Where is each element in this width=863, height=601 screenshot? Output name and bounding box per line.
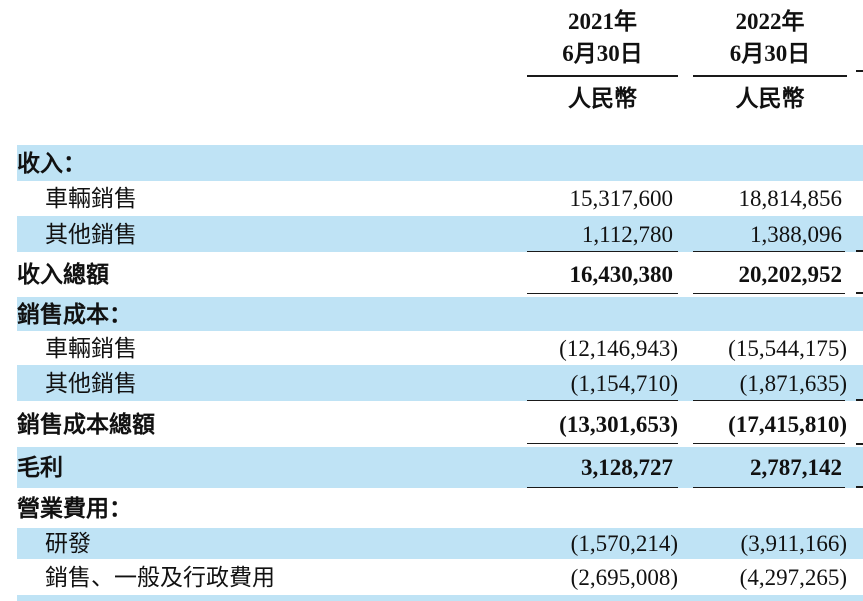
total-rule — [527, 292, 678, 294]
column-rule-sliver — [856, 70, 863, 72]
date-label-2022: 6月30日 — [729, 41, 811, 66]
column-rule-sliver — [856, 443, 863, 445]
value-2021: (1,154,710) — [570, 370, 678, 396]
year-label-2022: 2022年 — [735, 9, 805, 34]
table-row: 車輛銷售 (12,146,943) (15,544,175) — [0, 331, 863, 365]
row-label: 銷售成本： — [17, 301, 132, 327]
table-row: 其他銷售 (1,154,710) (1,871,635) — [0, 365, 863, 401]
value-2021: (2,695,008) — [570, 564, 678, 590]
column-rule-sliver — [856, 399, 863, 401]
value-2021: (12,146,943) — [559, 335, 678, 361]
row-label: 營業費用： — [17, 495, 132, 521]
value-2022: (4,297,265) — [739, 564, 847, 590]
year-label-2021: 2021年 — [568, 9, 637, 34]
total-rule — [693, 486, 845, 488]
total-rule — [527, 399, 678, 401]
value-2022: (17,415,810) — [728, 411, 847, 437]
table-row: 營業費用： — [0, 488, 863, 528]
total-rule — [693, 250, 845, 252]
row-label: 研發 — [45, 531, 91, 556]
row-label: 其他銷售 — [45, 221, 137, 247]
value-2022: (15,544,175) — [728, 335, 847, 361]
row-label: 收入： — [17, 150, 86, 176]
value-2022: (3,911,166) — [740, 531, 847, 556]
value-2021: 1,112,780 — [581, 221, 673, 247]
table-row: 收入總額 16,430,380 20,202,952 — [0, 252, 863, 297]
row-label: 銷售成本總額 — [17, 411, 155, 437]
table-row — [0, 595, 863, 601]
table-row: 其他銷售 1,112,780 1,388,096 — [0, 216, 863, 252]
total-rule — [693, 442, 845, 444]
value-2022: 20,202,952 — [738, 262, 843, 287]
table-row: 銷售成本： — [0, 297, 863, 331]
column-rule-sliver — [856, 250, 863, 252]
column-rule-sliver — [856, 486, 863, 488]
value-2021: (1,570,214) — [570, 531, 678, 556]
total-rule — [527, 486, 678, 488]
value-2021: 15,317,600 — [569, 186, 674, 211]
value-2022: 1,388,096 — [750, 221, 842, 247]
total-rule — [527, 250, 678, 252]
value-2022: 18,814,856 — [738, 186, 843, 211]
row-label: 車輛銷售 — [45, 335, 137, 361]
header-rule-2022 — [693, 75, 847, 77]
value-2021: 3,128,727 — [581, 455, 673, 480]
date-label-2021: 6月30日 — [562, 41, 643, 66]
row-label: 毛利 — [17, 455, 63, 480]
value-2021: (13,301,653) — [559, 411, 678, 437]
header-rule-2021 — [527, 75, 678, 77]
row-label: 車輛銷售 — [45, 186, 137, 211]
value-2021: 16,430,380 — [569, 262, 674, 287]
column-header-2022: 2022年 6月30日 人民幣 — [693, 6, 847, 111]
table-row: 研發 (1,570,214) (3,911,166) — [0, 528, 863, 559]
row-label: 其他銷售 — [45, 370, 137, 396]
table-row: 毛利 3,128,727 2,787,142 — [0, 447, 863, 488]
table-row: 銷售成本總額 (13,301,653) (17,415,810) — [0, 401, 863, 447]
table-row: 銷售、一般及行政費用 (2,695,008) (4,297,265) — [0, 559, 863, 595]
column-header-2021: 2021年 6月30日 人民幣 — [527, 6, 678, 111]
table-row: 收入： — [0, 145, 863, 181]
total-rule — [693, 292, 845, 294]
value-2022: 2,787,142 — [750, 455, 842, 480]
table-row: 車輛銷售 15,317,600 18,814,856 — [0, 181, 863, 216]
total-rule — [527, 442, 678, 444]
value-2022: (1,871,635) — [739, 370, 847, 396]
column-rule-sliver — [856, 292, 863, 294]
row-label: 銷售、一般及行政費用 — [45, 564, 275, 590]
currency-label-2021: 人民幣 — [568, 85, 637, 111]
row-label: 收入總額 — [17, 262, 109, 287]
total-rule — [693, 399, 845, 401]
currency-label-2022: 人民幣 — [735, 85, 805, 111]
table-body: 收入： 車輛銷售 15,317,600 18,814,856 其他銷售 1,11… — [0, 145, 863, 601]
